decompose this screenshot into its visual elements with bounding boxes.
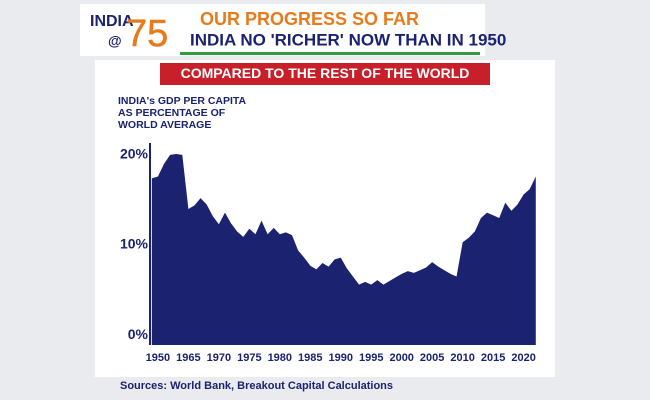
x-tick-label: 2010 xyxy=(450,352,474,364)
x-tick-label: 1995 xyxy=(359,352,383,364)
x-tick-label: 1985 xyxy=(298,352,322,364)
x-tick-label: 1980 xyxy=(268,352,292,364)
title-bar xyxy=(160,63,490,85)
x-tick-label: 1965 xyxy=(176,352,200,364)
y-tick-label: 0% xyxy=(128,326,149,342)
logo-number: 75 xyxy=(126,13,168,55)
x-tick-label: 2000 xyxy=(389,352,413,364)
x-tick-label: 2020 xyxy=(511,352,535,364)
y-tick-label: 10% xyxy=(120,236,149,252)
y-axis-label: INDIA's GDP PER CAPITA xyxy=(118,95,247,107)
logo-top: INDIA xyxy=(90,13,134,30)
x-tick-label: 2005 xyxy=(420,352,444,364)
logo-at: @ xyxy=(108,33,122,49)
x-tick-label: 1970 xyxy=(207,352,231,364)
x-tick-label: 2015 xyxy=(481,352,505,364)
y-tick-label: 20% xyxy=(120,146,149,162)
header-stripe xyxy=(180,52,480,55)
y-axis-label: WORLD AVERAGE xyxy=(118,119,211,131)
x-tick-label: 1975 xyxy=(237,352,261,364)
header-banner xyxy=(80,4,485,56)
x-tick-label: 1990 xyxy=(329,352,353,364)
source-note: Sources: World Bank, Breakout Capital Ca… xyxy=(120,380,393,392)
header-title: OUR PROGRESS SO FAR xyxy=(200,9,419,29)
header-subtitle: INDIA NO 'RICHER' NOW THAN IN 1950 xyxy=(190,30,506,49)
y-axis-label: AS PERCENTAGE OF xyxy=(118,107,226,119)
x-tick-label: 1950 xyxy=(146,352,170,364)
chart-title: COMPARED TO THE REST OF THE WORLD xyxy=(181,65,470,81)
area xyxy=(151,154,536,345)
